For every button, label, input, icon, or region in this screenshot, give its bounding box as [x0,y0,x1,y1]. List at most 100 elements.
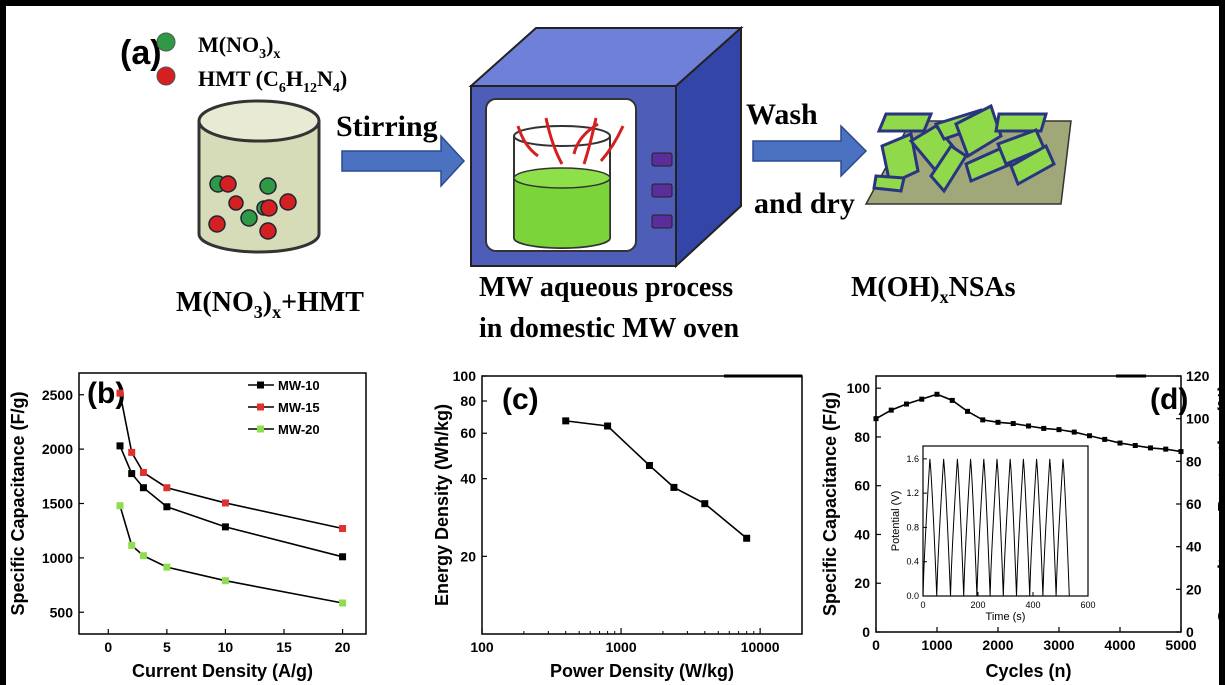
data-point [949,397,955,403]
y-right-tick-label: 100 [1186,411,1210,427]
panel-label-a: (a) [120,34,162,72]
data-point [888,407,894,413]
data-point [645,461,653,469]
step-wash: Wash [746,98,818,131]
data-point [163,563,171,571]
inset-x-tick-label: 400 [1025,600,1040,610]
green-dot-icon [156,32,176,52]
y-tick-label: 40 [854,526,870,542]
y-tick-label: 1500 [42,496,73,512]
legend-label: MW-15 [278,400,320,415]
legend-marker [257,381,264,389]
y-tick-label: 40 [460,471,476,487]
y-axis-label: Energy Density (Wh/kg) [432,404,452,606]
series-line-MW-10 [119,445,343,558]
y-tick-label: 100 [847,380,871,396]
inset-y-tick-label: 1.6 [906,454,919,464]
arrow-right-icon-2 [752,124,868,178]
inset-y-axis-label: Potential (V) [890,491,902,552]
data-point [139,484,147,492]
legend-marker [257,403,264,411]
x-tick-label: 4000 [1104,637,1135,653]
chart-d-cycling: 0 1000 2000 3000 4000 50000204060801000204060… [820,368,1219,681]
inset-x-tick-label: 600 [1080,600,1095,610]
data-point [128,541,136,549]
step-and-dry: and dry [754,187,855,220]
y-tick-label: 80 [460,393,476,409]
x-tick-label: 1000 [921,637,952,653]
data-point [873,416,879,422]
arrow-right-icon [341,134,466,188]
x-axis-label: Current Density (A/g) [132,661,313,681]
data-point [1026,423,1031,429]
caption-precursor: M(NO3)x+HMT [176,287,364,322]
x-tick-label: 0 [104,639,112,655]
caption-product: M(OH)xNSAs [851,272,1016,307]
series-line [565,420,748,539]
inset-x-tick-label: 0 [920,600,925,610]
data-point [339,525,347,533]
data-point [1102,436,1108,442]
data-point [1071,429,1077,435]
y-tick-label: 100 [453,368,477,384]
x-tick-label: 5 [163,639,171,655]
y-right-tick-label: 60 [1186,496,1202,512]
data-point [934,391,940,397]
data-point [163,503,171,511]
data-point [221,499,229,507]
data-point [139,552,147,560]
red-dot-icon [156,66,176,86]
legend-hmt: HMT (C6H12N4) [198,66,347,96]
x-tick-label: 1000 [605,639,636,655]
x-tick-label: 10000 [741,639,780,655]
data-point [1148,445,1153,451]
data-point [339,553,347,561]
data-point [163,484,171,492]
y-tick-label: 60 [854,478,870,494]
legend-marker [257,425,264,433]
x-tick-label: 2000 [982,637,1013,653]
data-point [1178,449,1184,455]
data-point [1041,425,1047,431]
y-right-tick-label: 40 [1186,539,1202,555]
figure-frame: (a) M(NO3)x HMT (C6H12N4) Stirring [6,6,1219,685]
x-tick-label: 20 [335,639,351,655]
panel-label-d: (d) [1150,383,1188,416]
plot-frame [481,375,803,635]
step-stirring: Stirring [336,110,438,143]
synthesis-schematic: (a) M(NO3)x HMT (C6H12N4) Stirring [120,25,1072,344]
y-tick-label: 2000 [42,441,73,457]
data-point [128,470,136,478]
legend-metal-nitrate: M(NO3)x [198,32,280,62]
series-line-MW-15 [119,392,343,530]
microwave-oven-icon [468,25,744,269]
y-right-tick-label: 0 [1186,624,1194,640]
data-point [904,401,909,407]
chart-b-capacitance-vs-current: 0 5 10 15 20 500 1000 1500 2000 2500 Current Densi… [8,372,367,681]
data-point [116,442,124,450]
x-tick-label: 100 [470,639,494,655]
inset-y-tick-label: 0.8 [906,522,919,532]
y-tick-label: 500 [50,604,74,620]
x-tick-label: 5000 [1165,637,1196,653]
y-right-tick-label: 120 [1186,368,1210,384]
caption-process-line2: in domestic MW oven [479,313,739,344]
x-tick-label: 15 [276,639,292,655]
data-point [670,483,678,491]
data-point [701,500,709,508]
caption-process-line1: MW aqueous process [479,272,733,303]
legend-label: MW-10 [278,378,320,393]
data-point [116,502,124,510]
x-tick-label: 10 [218,639,234,655]
inset-y-tick-label: 0.0 [906,591,919,601]
data-point [743,534,751,542]
data-point [965,408,970,414]
y-tick-label: 20 [460,548,476,564]
data-point [1087,433,1092,439]
data-point [128,448,136,456]
inset-y-tick-label: 1.2 [906,488,919,498]
data-point [1163,446,1169,452]
data-point [980,417,986,423]
data-point [604,422,612,430]
data-point [1132,442,1138,448]
